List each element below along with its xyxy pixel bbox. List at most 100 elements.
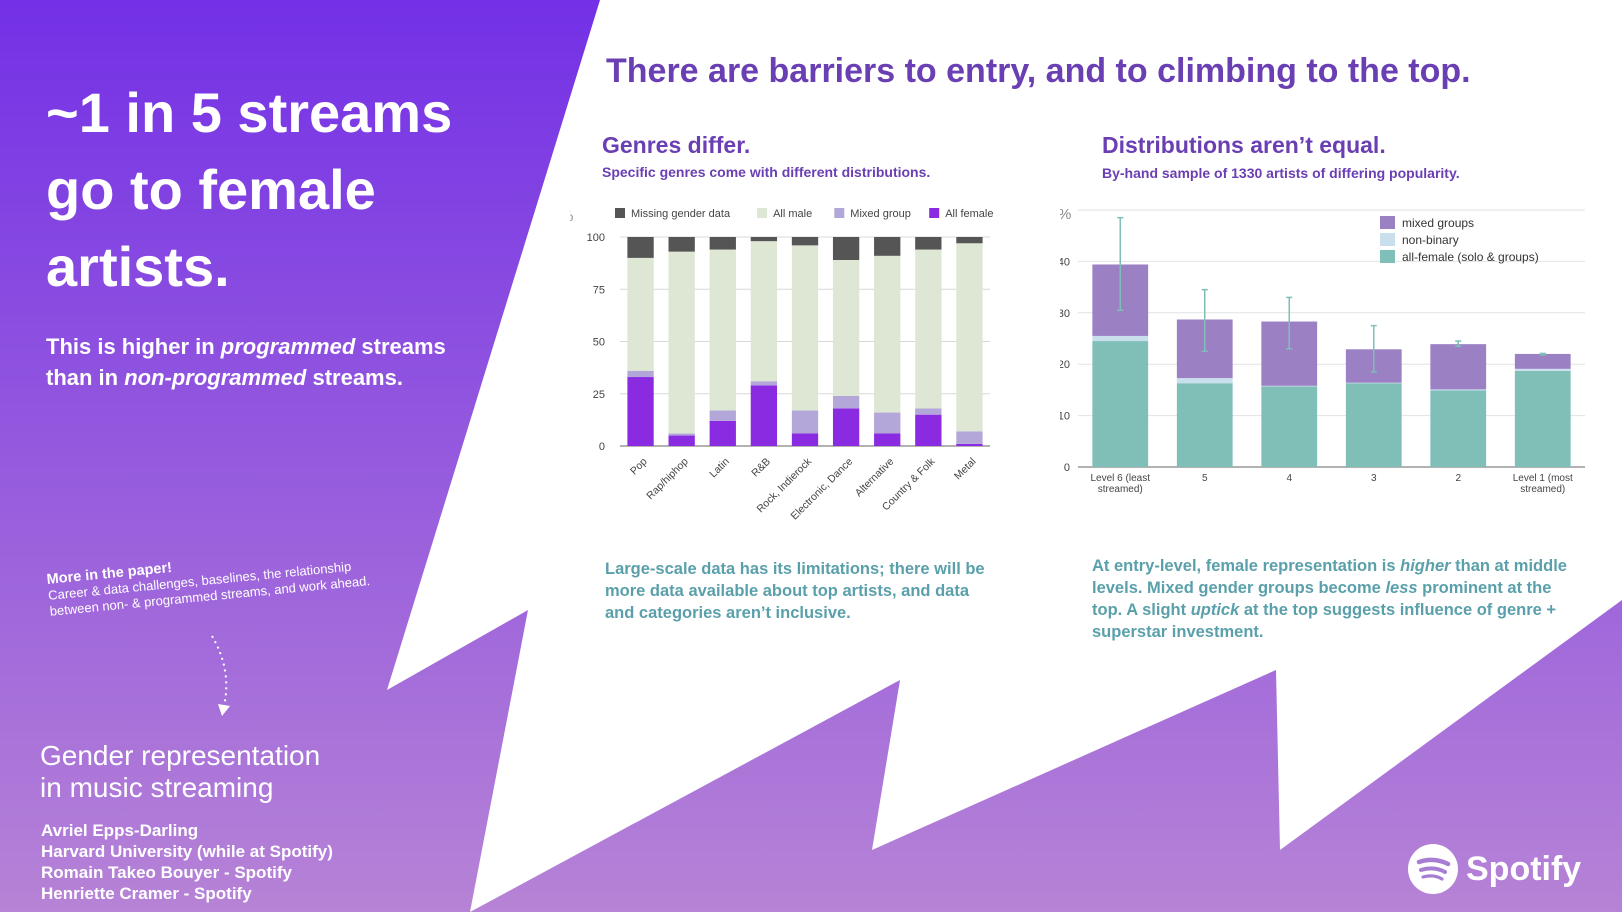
bar-segment <box>956 237 983 244</box>
x-tick-label: 3 <box>1371 473 1377 484</box>
bar-segment <box>709 237 736 250</box>
y-tick-label: 100 <box>587 232 605 244</box>
bar-segment <box>627 257 654 371</box>
bar-segment <box>1430 390 1487 467</box>
legend-label: Mixed group <box>850 208 911 220</box>
note-part: than at middle levels. Mixed gender grou… <box>1092 557 1567 597</box>
hero-headline: ~1 in 5 streams go to female artists. <box>46 74 526 305</box>
y-axis-label: % <box>570 208 573 225</box>
y-tick-label: 40 <box>1060 256 1070 268</box>
bar-segment <box>1092 335 1149 342</box>
bar-segment <box>750 237 778 242</box>
y-tick-label: 25 <box>593 389 605 401</box>
bar-segment <box>956 431 983 444</box>
x-tick-label: 4 <box>1286 473 1292 484</box>
author-line: Henriette Cramer - Spotify <box>41 884 252 903</box>
bar-segment <box>791 237 819 246</box>
paper-title-line: Gender representation <box>40 740 321 771</box>
bar-segment <box>1261 386 1318 467</box>
y-tick-label: 10 <box>1060 411 1070 423</box>
note-part: At entry-level, female representation is <box>1092 557 1401 575</box>
bar-segment <box>627 377 654 446</box>
legend-label: all-female (solo & groups) <box>1402 250 1539 264</box>
genres-subtitle: Specific genres come with different dist… <box>602 164 931 180</box>
subtext-emphasis: programmed <box>220 334 356 359</box>
bar-segment <box>915 414 942 446</box>
bar-segment <box>874 237 901 256</box>
legend-label: non-binary <box>1402 233 1459 247</box>
y-tick-label: 0 <box>1064 462 1070 474</box>
bar-segment <box>627 370 654 378</box>
subtext-part: streams than in <box>46 334 446 390</box>
legend-label: Missing gender data <box>631 208 731 220</box>
bar-segment <box>668 433 695 436</box>
note-emphasis: uptick <box>1190 601 1240 619</box>
bar-segment <box>668 251 695 434</box>
bar-segment <box>1514 353 1571 369</box>
x-tick-label: Pop <box>628 456 650 478</box>
bar-segment <box>1345 383 1402 467</box>
hero-line: ~1 in 5 streams <box>46 81 453 144</box>
bar-segment <box>956 443 983 446</box>
legend-swatch <box>929 208 940 218</box>
bar-segment <box>832 408 860 446</box>
subtext-part: streams. <box>306 365 403 390</box>
bar-segment <box>1176 378 1233 384</box>
distributions-title: Distributions aren’t equal. <box>1102 132 1386 158</box>
subtext-emphasis: non-programmed <box>124 365 307 390</box>
author-line: Avriel Epps-Darling <box>41 821 199 840</box>
x-tick-label: Latin <box>707 456 732 481</box>
hero-line: artists. <box>46 235 230 298</box>
y-tick-label: 75 <box>593 284 605 296</box>
bar-segment <box>874 433 901 446</box>
legend-label: mixed groups <box>1402 216 1474 230</box>
x-tick-label: 2 <box>1455 473 1461 484</box>
bar-segment <box>915 408 942 415</box>
spotify-wordmark: Spotify <box>1466 849 1582 888</box>
note-emphasis: higher <box>1400 557 1451 575</box>
spotify-logo-icon <box>1408 844 1458 894</box>
legend-swatch <box>834 208 845 218</box>
legend-label: All female <box>945 208 993 220</box>
bar-segment <box>709 410 736 421</box>
bar-segment <box>750 241 778 382</box>
bar-segment <box>750 381 778 386</box>
bar-segment <box>1430 344 1487 390</box>
note-part: at the top suggests influence of genre +… <box>1092 601 1557 641</box>
bar-segment <box>668 435 695 446</box>
x-tick-label: Alternative <box>853 456 897 500</box>
distributions-subtitle: By-hand sample of 1330 artists of differ… <box>1102 165 1460 181</box>
bar-segment <box>956 243 983 432</box>
bar-segment <box>832 237 860 260</box>
bar-segment <box>791 245 819 411</box>
author-line: Harvard University (while at Spotify) <box>41 842 333 861</box>
x-tick-label: Rap/hiphop <box>644 456 691 503</box>
bar-segment <box>709 420 736 446</box>
paper-title: Gender representation in music streaming <box>40 740 400 804</box>
note-part: prominent at the top. A slight <box>1092 579 1552 619</box>
bar-segment <box>874 255 901 413</box>
y-axis-label: % <box>1060 206 1071 223</box>
bar-segment <box>791 433 819 446</box>
x-tick-label: Level 1 (most <box>1513 473 1573 484</box>
bar-segment <box>1345 382 1402 384</box>
bar-segment <box>750 385 778 446</box>
x-tick-label: 5 <box>1202 473 1208 484</box>
genres-title: Genres differ. <box>602 132 751 158</box>
hero-line: go to female <box>46 158 376 221</box>
x-tick-label: Level 6 (least <box>1091 473 1151 484</box>
y-tick-label: 50 <box>593 337 605 349</box>
bar-segment <box>1514 368 1571 371</box>
bar-segment <box>1514 370 1571 467</box>
y-tick-label: 0 <box>599 441 605 453</box>
paper-title-line: in music streaming <box>40 772 274 803</box>
legend-label: All male <box>773 208 812 220</box>
legend-swatch <box>1380 250 1395 263</box>
author-line: Romain Takeo Bouyer - Spotify <box>41 863 292 882</box>
bar-segment <box>791 410 819 434</box>
bar-segment <box>668 237 695 252</box>
